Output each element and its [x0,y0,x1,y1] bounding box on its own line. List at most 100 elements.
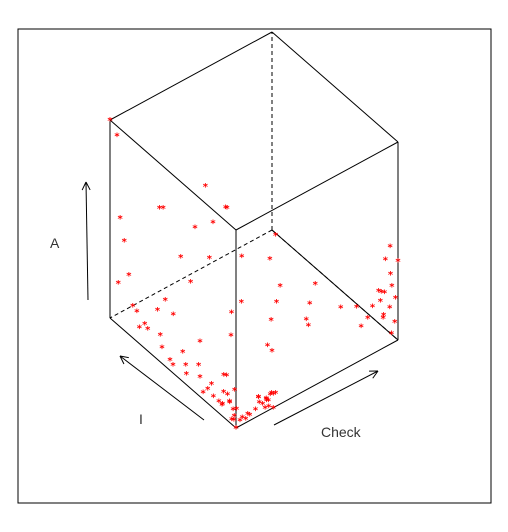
data-point: * [142,320,148,331]
data-point: * [227,398,233,409]
plot-frame [17,28,492,504]
data-point: * [209,380,215,391]
data-point: * [239,298,245,309]
data-point: * [192,223,198,234]
data-point: * [220,400,226,411]
axis-arrows [81,181,379,426]
data-point: * [229,416,235,427]
data-point: * [232,412,238,423]
data-point: * [338,304,344,315]
z-axis-label: A [50,235,60,251]
data-point: * [122,237,128,248]
data-point: * [256,394,262,405]
box-edge [109,119,237,231]
data-point: * [145,325,151,336]
data-point: * [211,392,217,403]
data-point: * [155,306,161,317]
data-point: * [389,330,395,341]
data-point: * [268,316,274,327]
data-point: * [240,413,246,424]
data-point: * [167,356,173,367]
box-edge [235,141,399,231]
data-point: * [387,242,393,253]
data-point: * [277,282,283,293]
data-point: * [184,370,190,381]
data-point: * [197,373,203,384]
data-point: * [268,391,274,402]
data-point: * [231,406,237,417]
z-axis-arrow-head [81,181,87,191]
box-edge [109,31,273,121]
data-point: * [107,116,113,127]
data-point: * [387,304,393,315]
data-point: * [388,270,394,281]
data-point: * [126,271,132,282]
data-points: ********* ****** ****** *** ******* ***** ****… [107,116,401,435]
data-point: * [239,252,245,263]
data-point: * [243,415,249,426]
data-point: * [266,402,272,413]
data-point: * [274,298,280,309]
data-point: * [227,399,233,410]
data-point: * [253,406,259,417]
cube-box [109,31,399,429]
data-point: * [266,397,272,408]
data-point: * [180,348,186,359]
data-point: * [232,386,238,397]
data-point: * [392,318,398,329]
data-point: * [307,300,313,311]
data-point: * [157,204,163,215]
data-point: * [116,279,122,290]
x-axis-arrow-head [372,370,379,379]
data-point: * [267,255,273,266]
data-point: * [269,347,275,358]
data-point: * [197,338,203,349]
box-edge [109,317,237,429]
data-point: * [379,288,385,299]
data-point: * [237,416,243,427]
data-point: * [134,307,140,318]
box-edge [271,31,399,143]
data-point: * [114,131,120,142]
data-point: * [158,331,164,342]
data-point: * [263,404,269,415]
data-point: * [271,404,277,415]
data-point: * [382,288,388,299]
data-point: * [264,396,270,407]
data-point: * [170,361,176,372]
data-point: * [395,257,401,268]
z-axis-arrow [85,181,89,301]
data-point: * [354,303,360,314]
data-point: * [188,278,194,289]
y-axis-arrow-head [119,355,125,365]
data-point: * [265,342,271,353]
data-point: * [225,391,231,402]
data-point: * [234,405,240,416]
data-point: * [231,416,237,427]
data-point: * [271,390,277,401]
y-axis-arrow [119,355,205,421]
data-point: * [224,372,230,383]
data-point: * [247,411,253,422]
data-point: * [200,388,206,399]
data-point: * [216,398,222,409]
data-point: * [370,302,376,313]
data-point: * [219,401,225,412]
data-point: * [304,316,310,327]
box-edge-hidden [109,229,273,319]
data-point: * [207,254,213,265]
x-axis-arrow [273,370,379,426]
data-point: * [223,203,229,214]
data-point: * [383,256,389,267]
y-axis-arrow-head [119,355,129,359]
data-point: * [378,297,384,308]
box-edge [271,229,399,341]
data-point: * [163,296,169,307]
data-point: * [228,332,234,343]
data-point: * [273,231,279,242]
data-point: * [260,400,266,411]
data-point: * [256,393,262,404]
box-edge [235,339,399,429]
data-point: * [313,280,319,291]
